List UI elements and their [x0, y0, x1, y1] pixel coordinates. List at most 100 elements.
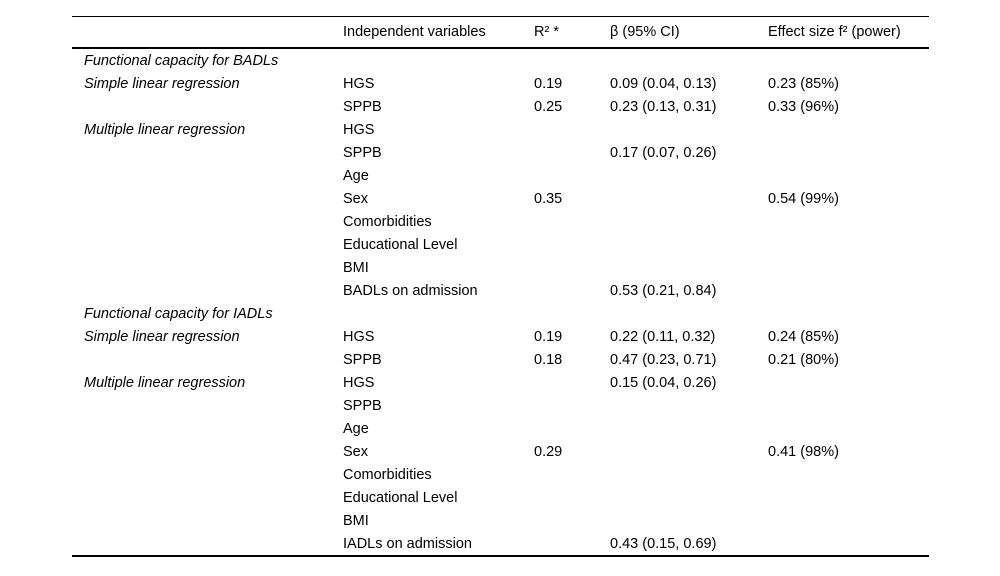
row-label-cell	[72, 210, 343, 233]
table-row: Sex 0.29 0.41 (98%)	[72, 440, 929, 463]
r2-cell	[534, 417, 610, 440]
table-row: BMI	[72, 256, 929, 279]
r2-cell: 0.25	[534, 98, 563, 115]
table-row: Sex 0.35 0.54 (99%)	[72, 187, 929, 210]
beta-cell	[610, 486, 768, 509]
row-label-cell	[72, 233, 343, 256]
effect-size-cell	[768, 463, 929, 486]
beta-cell	[610, 48, 768, 72]
beta-cell	[610, 440, 768, 463]
effect-size-cell	[768, 210, 929, 233]
beta-cell	[610, 417, 768, 440]
col-header-r-squared: R² *	[534, 16, 610, 49]
r2-cell	[534, 302, 610, 325]
r2-cell	[534, 509, 610, 532]
variable-cell: BADLs on admission	[343, 282, 478, 299]
effect-size-cell	[768, 486, 929, 509]
table-row: IADLs on admission 0.43 (0.15, 0.69)	[72, 532, 929, 557]
variable-cell: Sex	[343, 443, 368, 460]
beta-cell: 0.23 (0.13, 0.31)	[610, 98, 717, 115]
r2-cell	[534, 394, 610, 417]
table-row: Functional capacity for IADLs	[72, 302, 929, 325]
r2-cell	[534, 141, 610, 164]
variable-cell: HGS	[343, 374, 375, 391]
beta-cell	[610, 187, 768, 210]
variable-cell: Comorbidities	[343, 213, 432, 230]
effect-size-cell	[768, 371, 929, 394]
table-row: SPPB	[72, 394, 929, 417]
table-row: BMI	[72, 509, 929, 532]
r2-cell	[534, 371, 610, 394]
variable-cell: Educational Level	[343, 489, 458, 506]
col-header-stub	[72, 16, 343, 49]
r2-cell	[534, 256, 610, 279]
effect-size-cell: 0.54 (99%)	[768, 190, 839, 207]
beta-cell: 0.22 (0.11, 0.32)	[610, 328, 716, 345]
regression-results-table: Independent variables R² * β (95% CI) Ef…	[72, 16, 929, 557]
r2-cell	[534, 486, 610, 509]
variable-cell: Sex	[343, 190, 368, 207]
effect-size-cell	[768, 118, 929, 141]
beta-cell	[610, 256, 768, 279]
effect-size-cell	[768, 509, 929, 532]
row-label-cell: Simple linear regression	[84, 328, 240, 345]
beta-cell: 0.09 (0.04, 0.13)	[610, 75, 717, 92]
beta-cell	[610, 233, 768, 256]
beta-cell: 0.43 (0.15, 0.69)	[610, 532, 768, 557]
r2-cell: 0.35	[534, 190, 563, 207]
row-label-cell	[72, 279, 343, 302]
effect-size-cell: 0.41 (98%)	[768, 443, 839, 460]
row-label-cell	[72, 141, 343, 164]
beta-cell	[610, 118, 768, 141]
effect-size-cell	[768, 417, 929, 440]
row-label-cell: Multiple linear regression	[84, 374, 246, 391]
table-row: Educational Level	[72, 486, 929, 509]
variable-cell: Age	[343, 420, 369, 437]
table-row: Educational Level	[72, 233, 929, 256]
table-row: SPPB 0.18 0.47 (0.23, 0.71) 0.21 (80%)	[72, 348, 929, 371]
variable-cell: HGS	[343, 328, 375, 345]
effect-size-cell	[768, 233, 929, 256]
row-label-cell: Multiple linear regression	[84, 121, 246, 138]
effect-size-cell	[768, 48, 929, 72]
variable-cell	[343, 48, 534, 72]
beta-cell	[610, 164, 768, 187]
variable-cell: IADLs on admission	[343, 532, 534, 557]
effect-size-cell	[768, 279, 929, 302]
header-row: Independent variables R² * β (95% CI) Ef…	[72, 16, 929, 49]
r2-cell	[534, 463, 610, 486]
effect-size-cell: 0.33 (96%)	[768, 98, 839, 115]
row-label-cell	[72, 394, 343, 417]
row-label-cell	[72, 417, 343, 440]
r2-cell: 0.29	[534, 443, 563, 460]
r2-cell	[534, 118, 610, 141]
effect-size-cell: 0.21 (80%)	[768, 351, 839, 368]
row-label-cell	[72, 440, 343, 463]
r2-cell	[534, 233, 610, 256]
r2-cell: 0.19	[534, 75, 563, 92]
variable-cell	[343, 302, 534, 325]
r2-cell	[534, 279, 610, 302]
row-label-cell	[72, 256, 343, 279]
row-label-cell	[72, 463, 343, 486]
r2-cell	[534, 210, 610, 233]
row-label-cell	[72, 95, 343, 118]
effect-size-cell: 0.23 (85%)	[768, 75, 839, 92]
row-label-cell	[72, 532, 343, 557]
variable-cell: Comorbidities	[343, 466, 432, 483]
variable-cell: SPPB	[343, 144, 382, 161]
row-label-cell: Functional capacity for IADLs	[84, 305, 273, 322]
r2-cell	[534, 164, 610, 187]
row-label-cell: Simple linear regression	[84, 75, 240, 92]
effect-size-cell	[768, 164, 929, 187]
beta-cell: 0.53 (0.21, 0.84)	[610, 282, 717, 299]
beta-cell	[610, 302, 768, 325]
table-row: BADLs on admission 0.53 (0.21, 0.84)	[72, 279, 929, 302]
table-row: SPPB 0.25 0.23 (0.13, 0.31) 0.33 (96%)	[72, 95, 929, 118]
variable-cell: SPPB	[343, 351, 382, 368]
r2-cell	[534, 532, 610, 557]
col-header-independent-variables: Independent variables	[343, 16, 534, 49]
row-label-cell: Functional capacity for BADLs	[84, 52, 279, 69]
table-row: Comorbidities	[72, 210, 929, 233]
effect-size-cell	[768, 256, 929, 279]
